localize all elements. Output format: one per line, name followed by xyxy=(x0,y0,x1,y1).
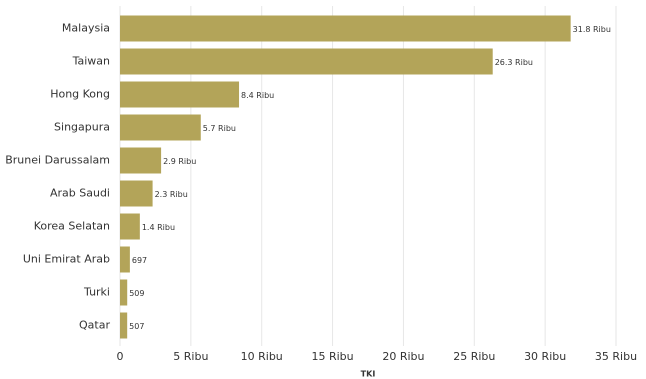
bar xyxy=(120,15,571,42)
value-label: 507 xyxy=(129,322,144,331)
x-tick-label: 0 xyxy=(117,350,124,363)
y-tick-label: Brunei Darussalam xyxy=(5,154,110,167)
value-label: 2.9 Ribu xyxy=(163,157,196,166)
x-tick-label: 15 Ribu xyxy=(311,350,353,363)
x-tick-label: 25 Ribu xyxy=(453,350,495,363)
y-tick-label: Singapura xyxy=(54,121,110,134)
bar xyxy=(120,48,493,75)
y-tick-label: Hong Kong xyxy=(50,88,110,101)
bar xyxy=(120,147,162,174)
value-label: 31.8 Ribu xyxy=(573,25,611,34)
x-tick-label: 20 Ribu xyxy=(382,350,424,363)
value-label: 509 xyxy=(129,289,144,298)
value-label: 2.3 Ribu xyxy=(155,190,188,199)
value-label: 8.4 Ribu xyxy=(241,91,274,100)
bar xyxy=(120,180,153,207)
x-tick-label: 5 Ribu xyxy=(173,350,208,363)
y-tick-label: Uni Emirat Arab xyxy=(23,253,110,266)
bar xyxy=(120,81,240,108)
value-label: 26.3 Ribu xyxy=(495,58,533,67)
bar xyxy=(120,279,128,306)
bar xyxy=(120,114,201,141)
x-tick-label: 30 Ribu xyxy=(524,350,566,363)
y-tick-label: Malaysia xyxy=(62,22,110,35)
x-tick-label: 35 Ribu xyxy=(595,350,637,363)
y-tick-label: Qatar xyxy=(79,319,110,332)
y-tick-label: Arab Saudi xyxy=(50,187,110,200)
value-label: 697 xyxy=(132,256,147,265)
x-tick-label: 10 Ribu xyxy=(241,350,283,363)
bar xyxy=(120,312,128,339)
x-axis-label: TKI xyxy=(361,370,376,379)
value-label: 5.7 Ribu xyxy=(203,124,236,133)
y-tick-label: Turki xyxy=(83,286,110,299)
value-label: 1.4 Ribu xyxy=(142,223,175,232)
y-tick-label: Korea Selatan xyxy=(34,220,110,233)
y-tick-label: Taiwan xyxy=(72,55,110,68)
bar xyxy=(120,246,130,273)
bar xyxy=(120,213,140,240)
